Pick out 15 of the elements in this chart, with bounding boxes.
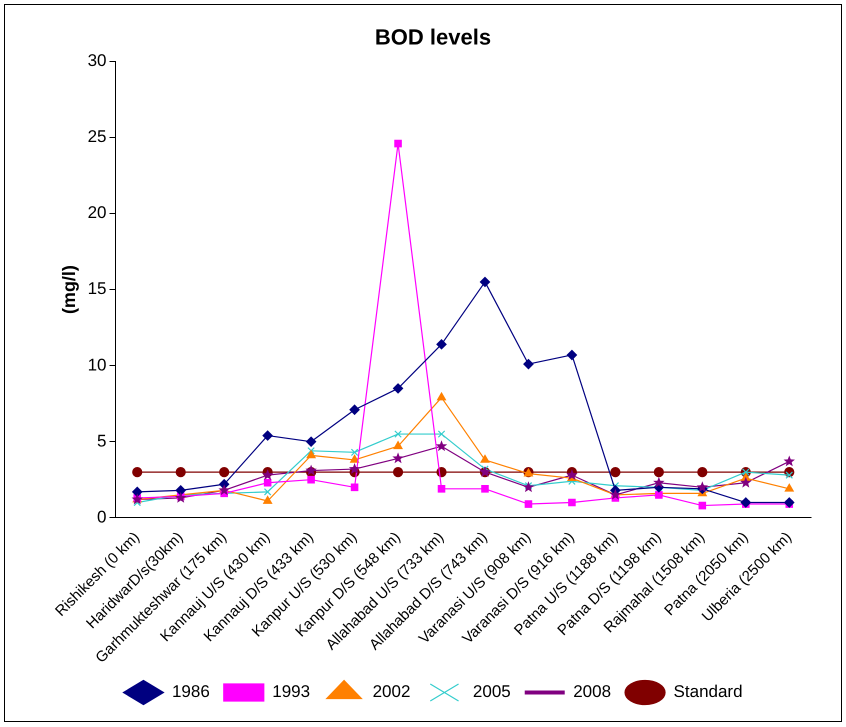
legend-label: 1986 [172, 682, 210, 702]
legend-label: Standard [674, 682, 743, 702]
legend-label: 1993 [272, 682, 310, 702]
y-tick-label: 10 [88, 355, 107, 374]
legend-label: 2002 [372, 682, 410, 702]
y-axis-title: (mg/l) [58, 265, 79, 314]
y-tick-label: 30 [88, 51, 107, 70]
legend-label: 2005 [472, 682, 511, 702]
y-tick-label: 25 [88, 127, 107, 146]
y-tick-label: 5 [97, 431, 107, 450]
chart-title: BOD levels [374, 24, 492, 50]
y-tick-label: 20 [88, 203, 107, 222]
legend-label: 2008 [573, 682, 612, 702]
y-tick-label: 15 [88, 279, 107, 298]
y-tick-label: 0 [97, 507, 107, 526]
